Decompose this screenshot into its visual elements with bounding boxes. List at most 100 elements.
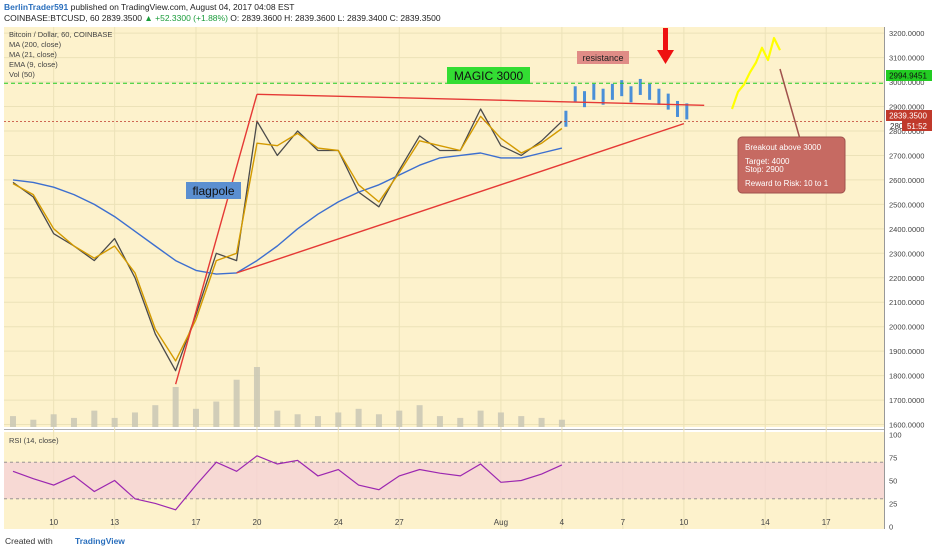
publish-info: published on TradingView.com, August 04,… xyxy=(70,2,295,12)
volume-bar xyxy=(91,410,98,427)
rsi-pane xyxy=(4,455,884,511)
rsi-band xyxy=(4,462,884,499)
consolidation-bar xyxy=(583,91,587,108)
consolidation-bar xyxy=(620,80,624,97)
rsi-tick-label: 100 xyxy=(889,431,902,440)
volume-bar xyxy=(172,387,179,427)
rsi-tick-label: 0 xyxy=(889,522,893,531)
chart-header: BerlinTrader591 published on TradingView… xyxy=(0,0,932,24)
volume-bar xyxy=(213,401,220,427)
series xyxy=(12,78,689,372)
created-with-label: Created with xyxy=(5,536,53,546)
volume-bar xyxy=(152,405,159,427)
red-arrow-icon xyxy=(657,28,674,64)
resistance-label: resistance xyxy=(582,53,623,63)
symbol-label: COINBASE:BTCUSD, 60 xyxy=(4,13,100,23)
y-tick-label: 2800.0000 xyxy=(889,127,924,136)
volume-bar xyxy=(10,416,16,427)
countdown-value: 51:52 xyxy=(907,122,928,131)
trendline xyxy=(236,122,685,274)
legend-ma200[interactable]: MA (200, close) xyxy=(9,40,62,49)
callout-box xyxy=(737,136,846,194)
y-tick-label: 2500.0000 xyxy=(889,200,924,209)
legend-ma21[interactable]: MA (21, close) xyxy=(9,50,57,59)
projection xyxy=(730,36,781,110)
consolidation-bar xyxy=(666,93,670,110)
x-tick-label: 27 xyxy=(395,518,404,527)
volume-bar xyxy=(375,414,382,427)
legend-title: Bitcoin / Dollar, 60, COINBASE xyxy=(9,30,112,39)
x-tick-label: 10 xyxy=(679,518,688,527)
volume-bar xyxy=(436,416,443,427)
x-tick-label: 4 xyxy=(560,518,565,527)
author-name[interactable]: BerlinTrader591 xyxy=(4,2,69,12)
consolidation-bar xyxy=(564,110,568,127)
x-tick-label: Aug xyxy=(494,518,508,527)
volume-bar xyxy=(497,412,504,427)
y-tick-label: 2100.0000 xyxy=(889,298,924,307)
volume-bar xyxy=(355,408,362,427)
flagpole-label: flagpole xyxy=(192,184,234,198)
price-value: 2839.3500 xyxy=(101,13,142,23)
rsi-tick-label: 50 xyxy=(889,477,897,486)
volume-bar xyxy=(50,414,57,427)
volume-bar xyxy=(233,379,240,427)
volume-bar xyxy=(314,416,321,427)
grid xyxy=(4,27,884,529)
y-tick-label: 1800.0000 xyxy=(889,372,924,381)
price-pane-background xyxy=(4,27,884,427)
callout-line-1: Breakout above 3000 xyxy=(745,143,822,152)
consolidation-bar xyxy=(629,86,633,103)
callout-pointer xyxy=(779,68,801,140)
magic-price-value: 2994.9451 xyxy=(889,72,927,81)
volume-bar xyxy=(416,405,423,427)
callout-line-2: Target: 4000 xyxy=(745,157,790,166)
resistance-annotation: resistance xyxy=(577,51,629,64)
volume-bar xyxy=(518,416,525,427)
y-tick-label: 2700.0000 xyxy=(889,151,924,160)
legend-volume[interactable]: Vol (50) xyxy=(9,70,35,79)
series-line xyxy=(12,147,563,275)
consolidation-bar xyxy=(657,88,661,105)
volume-bar xyxy=(558,419,565,427)
rsi-line xyxy=(12,455,563,511)
magic-label: MAGIC 3000 xyxy=(454,69,524,83)
y-tick-label: 2000.0000 xyxy=(889,323,924,332)
ohlc-values: O: 2839.3600 H: 2839.3600 L: 2839.3400 C… xyxy=(230,13,441,23)
price-tags: 2994.9451 2839.3500 2800 51:52 xyxy=(886,70,932,131)
volume-bar xyxy=(335,412,342,427)
volume-bar xyxy=(274,410,281,427)
price-change: ▲ +52.3300 (+1.88%) xyxy=(144,13,228,23)
consolidation-bar xyxy=(610,83,614,100)
flagpole-label-box xyxy=(186,182,241,199)
y-tick-label: 3100.0000 xyxy=(889,54,924,63)
rsi-title: RSI (14, close) xyxy=(9,436,59,445)
tradingview-logo[interactable]: TradingView xyxy=(75,536,125,546)
quote-line: COINBASE:BTCUSD, 60 2839.3500 ▲ +52.3300… xyxy=(4,13,441,23)
price-chart[interactable]: 3200.0000 3100.0000 3000.0000 2900.0000 2800… xyxy=(0,24,932,533)
trendline xyxy=(256,93,705,106)
footer: Created with TradingView xyxy=(0,533,932,550)
y-tick-label: 3200.0000 xyxy=(889,29,924,38)
consolidation-bar xyxy=(685,103,689,120)
consolidation-bar xyxy=(573,86,577,103)
flagpole-annotation: flagpole xyxy=(186,182,241,199)
x-tick-label: 14 xyxy=(761,518,770,527)
x-tick-label: 20 xyxy=(253,518,262,527)
x-tick-label: 24 xyxy=(334,518,343,527)
callout-line-4: Reward to Risk: 10 to 1 xyxy=(745,179,829,188)
y-tick-label: 2200.0000 xyxy=(889,274,924,283)
callout-annotation: Breakout above 3000 Target: 4000 Stop: 2… xyxy=(737,68,846,194)
legend-ema9[interactable]: EMA (9, close) xyxy=(9,60,58,69)
volume-bar xyxy=(477,410,484,427)
x-tick-label: 17 xyxy=(822,518,831,527)
volume-bar xyxy=(538,417,545,427)
volume-bar xyxy=(70,417,77,427)
trendlines xyxy=(4,82,884,385)
magic-price-tag xyxy=(886,70,932,81)
trendline xyxy=(174,94,258,385)
y-tick-label: 1600.0000 xyxy=(889,421,924,430)
volume-bar xyxy=(253,367,260,427)
volume-bar xyxy=(457,417,464,427)
volume-bar xyxy=(192,408,199,427)
